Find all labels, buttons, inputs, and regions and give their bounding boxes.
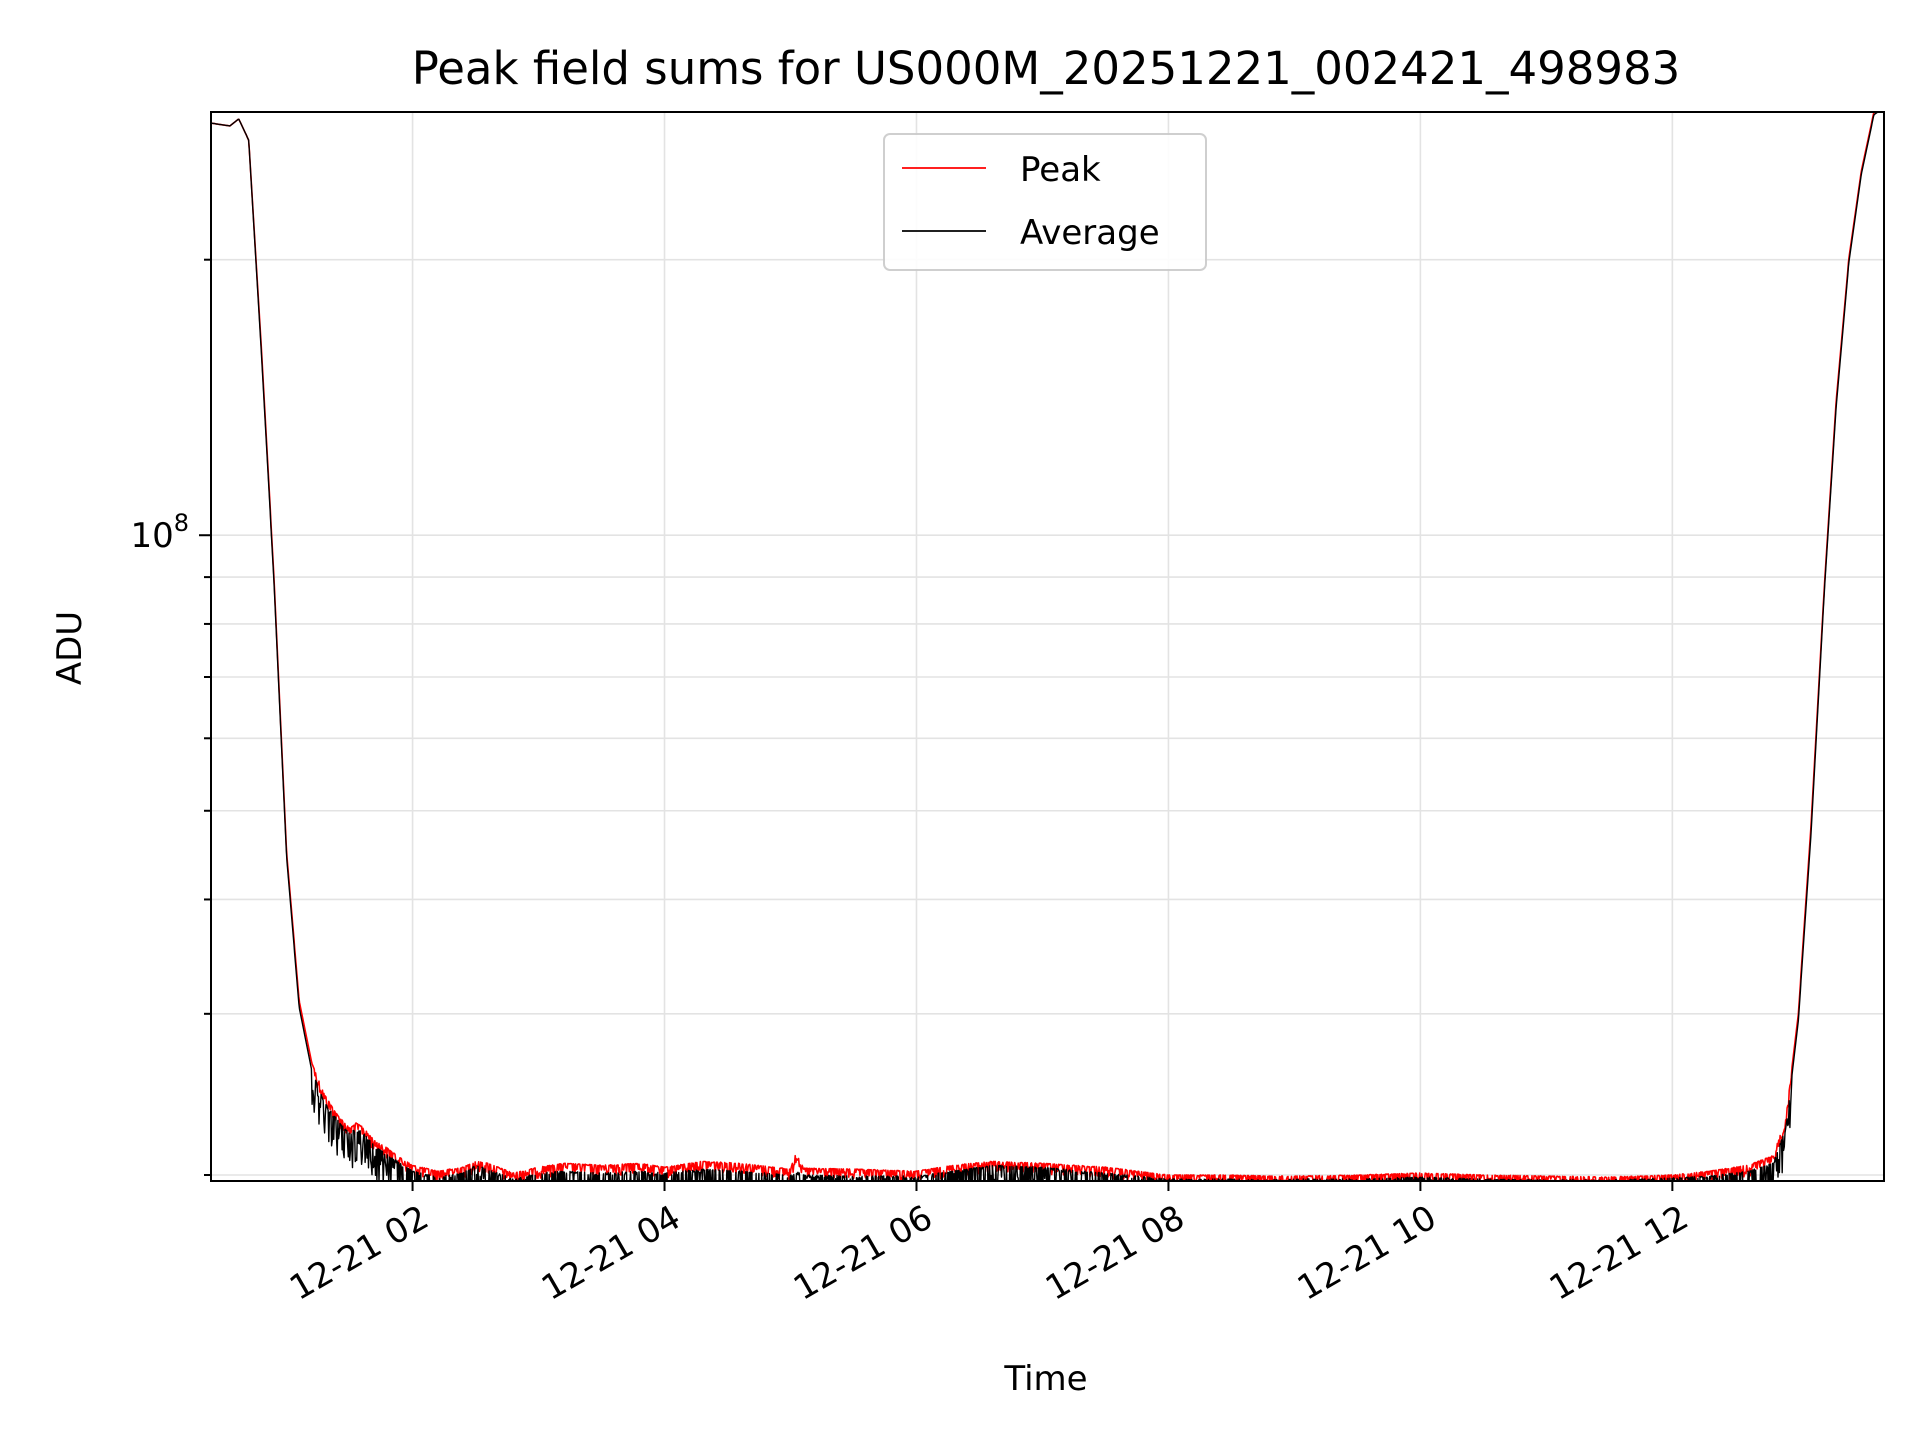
series-line-peak <box>211 112 1876 1181</box>
y-tick-label: 108 <box>130 509 189 556</box>
chart-title: Peak field sums for US000M_20251221_0024… <box>412 42 1681 95</box>
legend-label-average: Average <box>1020 213 1160 253</box>
plot-frame <box>210 111 1885 1182</box>
legend: Peak Average <box>883 133 1207 271</box>
legend-label-peak: Peak <box>1020 150 1101 190</box>
x-axis-label: Time <box>1003 1359 1087 1399</box>
y-axis: 108 <box>130 258 211 1176</box>
y-axis-label: ADU <box>50 611 90 685</box>
